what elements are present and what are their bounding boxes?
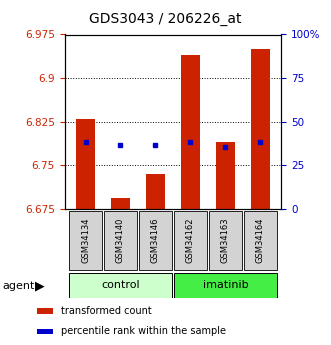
Text: GSM34162: GSM34162 [186,218,195,263]
Text: ▶: ▶ [35,279,45,293]
Text: GSM34163: GSM34163 [221,218,230,264]
Bar [37,329,53,334]
Bar [76,119,95,209]
Text: GDS3043 / 206226_at: GDS3043 / 206226_at [89,12,242,26]
FancyBboxPatch shape [174,273,277,298]
FancyBboxPatch shape [244,211,277,270]
Bar [181,55,200,209]
Bar [111,198,130,209]
Text: imatinib: imatinib [203,280,248,290]
FancyBboxPatch shape [69,273,172,298]
FancyBboxPatch shape [139,211,172,270]
FancyBboxPatch shape [174,211,207,270]
Text: GSM34164: GSM34164 [256,218,265,263]
Text: control: control [101,280,140,290]
Text: GSM34134: GSM34134 [81,218,90,263]
Text: GSM34140: GSM34140 [116,218,125,263]
Text: agent: agent [2,281,34,291]
FancyBboxPatch shape [69,211,102,270]
Bar [37,308,53,314]
Bar [146,174,165,209]
Text: transformed count: transformed count [61,306,152,315]
Text: GSM34146: GSM34146 [151,218,160,263]
FancyBboxPatch shape [209,211,242,270]
Bar [251,49,270,209]
Bar [216,142,235,209]
FancyBboxPatch shape [104,211,137,270]
Text: percentile rank within the sample: percentile rank within the sample [61,326,226,336]
